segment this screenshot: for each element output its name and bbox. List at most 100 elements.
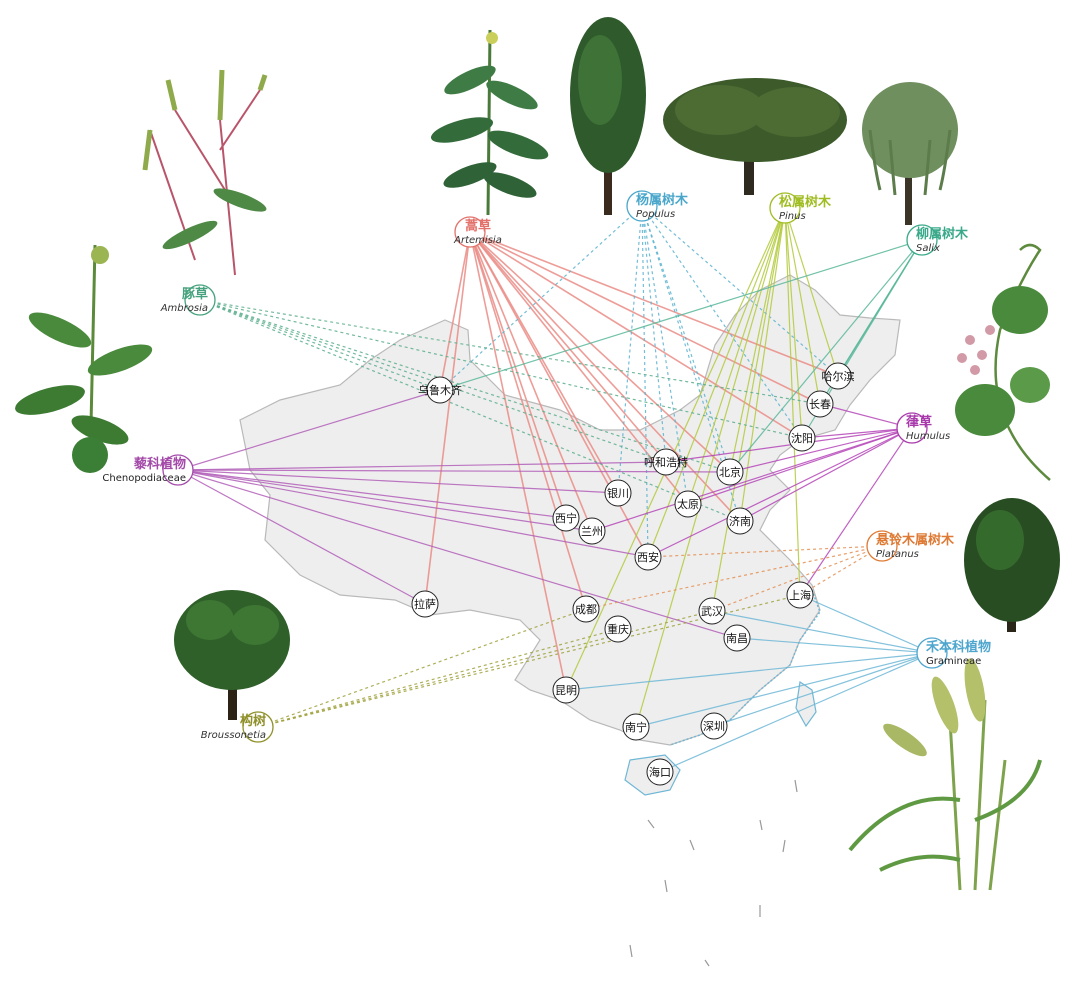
city-node-jinan: 济南 [726,507,754,535]
plant-circle [916,637,948,669]
link-pinus-wuhan [711,207,786,612]
plant-name-latin: Pinus [779,211,806,222]
link-platanus-wuhan [711,545,883,612]
link-pinus-shenyang [784,207,803,439]
link-ambrosia-jinan [199,299,741,522]
plant-name-latin: Gramineae [926,656,981,667]
city-node-shenzhen: 深圳 [700,712,728,740]
link-populus-xian [641,205,649,558]
salix-illustration [862,82,958,225]
city-node-chongqing: 重庆 [604,615,632,643]
link-pinus-jinan [739,207,786,522]
city-label: 武汉 [701,605,723,618]
pinus-illustration [663,78,847,195]
link-populus-taiyuan [641,205,689,505]
link-artemisia-beijing [469,231,731,473]
link-artemisia-xining [469,231,567,519]
city-circle [552,504,580,532]
link-chenopodiaceae-xian [177,469,649,558]
plant-circle [162,454,194,486]
link-ambrosia-urumqi [199,299,441,391]
link-pinus-changchun [784,207,821,405]
link-broussonetia-chengdu [257,608,587,728]
city-circle [716,458,744,486]
city-circle [552,676,580,704]
city-circle [674,490,702,518]
plant-circle [906,224,938,256]
city-node-taiyuan: 太原 [674,490,702,518]
link-gramineae-wuhan [711,610,933,654]
city-node-chengdu: 成都 [572,595,600,623]
plant-circle [866,530,898,562]
link-humulus-jinan [739,427,913,522]
plant-name-latin: Broussonetia [201,730,266,741]
city-label: 成都 [575,603,597,616]
connection-lines [177,205,933,773]
plant-name-latin: Humulus [906,431,950,442]
city-label: 拉萨 [414,597,436,611]
city-label: 太原 [677,498,699,511]
chenopodiaceae-illustration [15,244,153,473]
city-label: 深圳 [703,720,725,733]
plant-circle [242,711,274,743]
taiwan-island [795,680,817,728]
link-populus-jinan [641,205,741,522]
city-circle [646,758,674,786]
link-artemisia-hohhot [469,231,667,463]
link-populus-hohhot [641,205,667,463]
plant-circle [454,216,486,248]
plant-name-cn: 柳属树木 [916,226,969,242]
city-circle [723,624,751,652]
city-node-shanghai: 上海 [786,581,814,609]
plant-circle [626,190,658,222]
plant-name-cn: 松属树木 [779,194,832,210]
link-humulus-shenyang [801,427,913,439]
link-pinus-shanghai [784,207,801,596]
city-node-shenyang: 沈阳 [788,424,816,452]
link-chenopodiaceae-yinchuan [177,469,619,494]
plant-name-cn: 禾本科植物 [926,639,991,655]
artemisia-illustration [430,29,549,216]
link-populus-yinchuan [617,205,643,494]
link-humulus-hohhot [665,427,913,463]
link-salix-urumqi [439,239,923,391]
link-gramineae-nanchang [736,637,933,654]
link-artemisia-kunming [469,231,567,691]
city-node-xian: 西安 [634,543,662,571]
city-label: 昆明 [555,684,577,697]
link-ambrosia-changchun [199,299,821,405]
city-circle [578,517,606,545]
link-chenopodiaceae-hohhot [177,461,667,471]
link-artemisia-urumqi [439,231,471,391]
city-label: 乌鲁木齐 [418,383,462,397]
link-artemisia-lanzhou [469,231,593,532]
link-populus-harbin [641,205,839,377]
city-node-wuhan: 武汉 [698,597,726,625]
link-gramineae-shenzhen [713,652,933,727]
link-salix-beijing [729,239,923,473]
plant-name-latin: Chenopodiaceae [102,473,186,484]
city-label: 西宁 [555,511,577,525]
city-circle [726,507,754,535]
link-artemisia-changchun [469,231,821,405]
gramineae-illustration [848,658,1042,891]
link-humulus-lanzhou [591,427,913,532]
city-label: 济南 [729,514,751,528]
link-humulus-taiyuan [687,427,913,505]
city-label: 银川 [607,486,629,500]
platanus-illustration [964,498,1060,632]
link-platanus-shanghai [799,545,883,596]
plant-name-cn: 葎草 [905,414,932,430]
link-chenopodiaceae-lanzhou [177,469,593,532]
city-node-lanzhou: 兰州 [578,517,606,545]
link-chenopodiaceae-beijing [177,469,731,473]
city-circle [604,479,632,507]
